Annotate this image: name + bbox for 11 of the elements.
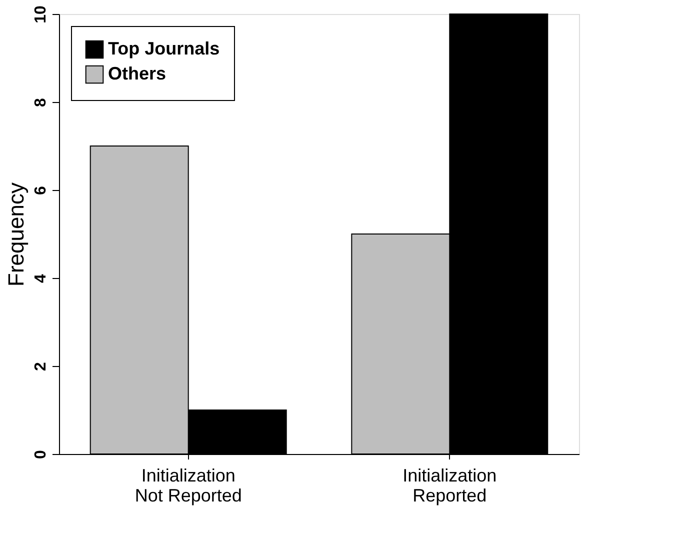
y-tick-label: 2	[32, 362, 50, 371]
y-tick-label: 6	[32, 186, 50, 195]
legend-label: Top Journals	[108, 38, 220, 58]
y-tick-label: 4	[32, 274, 50, 283]
y-tick-label: 10	[32, 6, 50, 24]
y-axis-title: Frequency	[4, 182, 28, 286]
x-tick-label: Initialization Reported	[402, 466, 497, 506]
y-tick-label: 0	[32, 450, 50, 459]
x-tick-label: Initialization Not Reported	[134, 466, 242, 506]
y-tick-label: 8	[32, 98, 50, 107]
legend-label: Others	[108, 64, 166, 84]
